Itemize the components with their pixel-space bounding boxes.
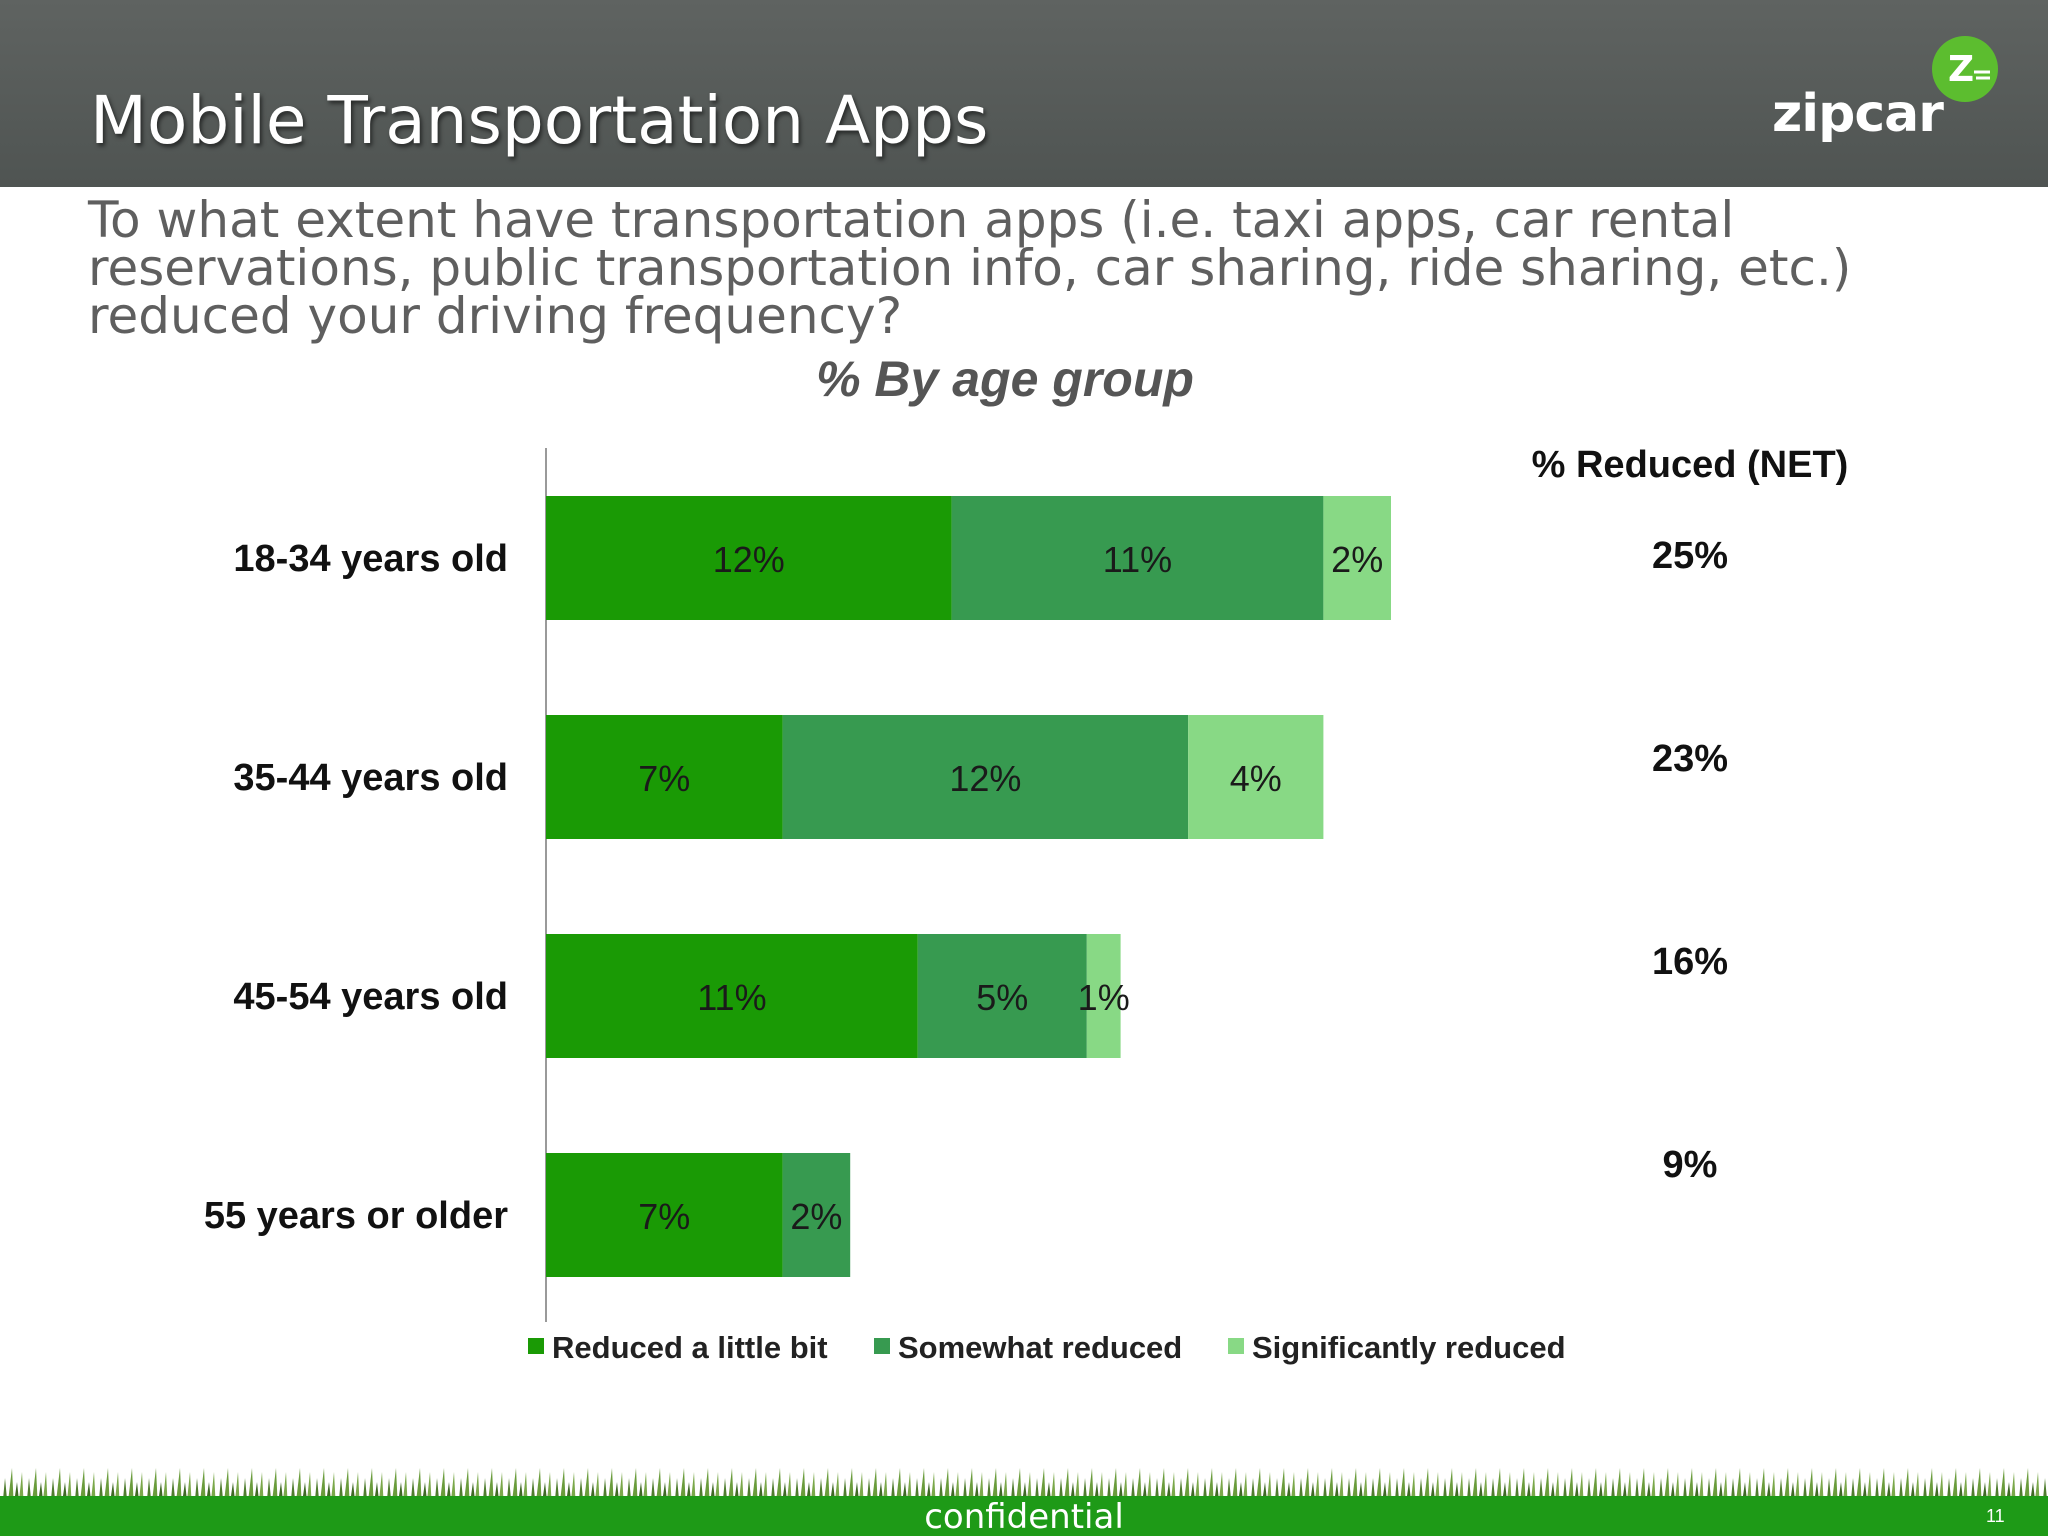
bar-segment [1323,496,1391,620]
bar-segment [951,496,1324,620]
net-value-55-plus: 9% [1662,1144,1718,1186]
data-label: 2% [1331,539,1383,580]
data-label: 12% [713,539,785,580]
legend-label: Somewhat reduced [898,1330,1182,1365]
legend-swatch [528,1338,544,1354]
bar-segment [546,496,952,620]
bar-segment [546,715,783,839]
slide-title: Mobile Transportation Apps [90,82,989,159]
stacked-bar-chart: 18-34 years old 12% 11% 2% 35-44 years old 7%… [204,448,1566,1365]
bar-segment [917,934,1087,1058]
confidential-label: confidential [924,1497,1124,1537]
data-label: 1% [1078,977,1130,1018]
legend-label: Reduced a little bit [552,1330,828,1365]
data-label: 7% [638,758,690,799]
data-label: 11% [1103,539,1172,580]
survey-question: To what extent have transportation apps … [88,191,1852,345]
data-label: 11% [697,977,766,1018]
net-header: % Reduced (NET) [1531,444,1849,486]
bar-segment [546,1153,783,1277]
data-label: 7% [638,1196,690,1237]
bar-segment [1086,934,1121,1058]
category-label: 45-54 years old [233,976,508,1018]
bar-segment [1188,715,1324,839]
footer-bar [0,1496,2048,1536]
data-label: 4% [1230,758,1282,799]
net-value-18-34: 25% [1651,535,1729,577]
data-label: 12% [949,758,1021,799]
chart-title: % By age group [816,351,1194,407]
category-label: 55 years or older [204,1195,508,1237]
net-value-35-44: 23% [1651,738,1729,780]
bar-segment [546,934,918,1058]
legend-swatch [1228,1338,1244,1354]
legend-label: Significantly reduced [1252,1330,1566,1365]
net-value-45-54: 16% [1651,941,1729,983]
logo-badge-letter: Z [1948,49,1974,90]
category-label: 18-34 years old [233,538,508,580]
bar-segment [782,715,1189,839]
page-number: 11 [1986,1506,2005,1526]
logo-badge-icon: Z [1932,36,1998,102]
slide-header: Mobile Transportation Apps Z zipcar [0,0,2048,187]
bar-segment [782,1153,851,1277]
logo-wordmark: zipcar [1772,84,1944,144]
data-label: 5% [976,977,1028,1018]
zipcar-logo: Z zipcar [1772,34,2012,154]
legend-swatch [874,1338,890,1354]
data-label: 2% [790,1196,842,1237]
category-label: 35-44 years old [233,757,508,799]
